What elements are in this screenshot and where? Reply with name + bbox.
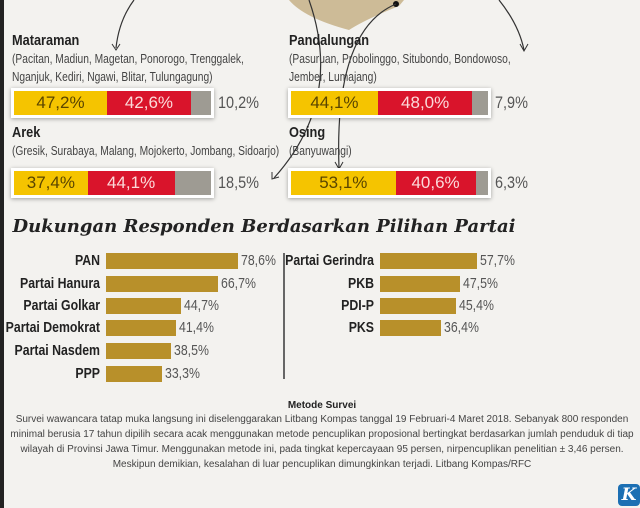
bar-segment-other xyxy=(190,91,211,115)
bar-segment-b: 48,0% xyxy=(377,91,473,115)
region-name: Arek xyxy=(12,124,41,141)
party-value: 41,4% xyxy=(178,319,214,336)
party-bar xyxy=(106,276,219,292)
bar-segment-b: 40,6% xyxy=(395,171,476,195)
party-label: PKB xyxy=(348,275,374,292)
party-label: PDI-P xyxy=(341,297,374,314)
bar-segment-other xyxy=(472,91,488,115)
region-desc: (Banyuwangi) xyxy=(289,144,352,158)
stacked-bar: 47,2% 42,6% xyxy=(11,88,214,118)
party-chart-title: Dukungan Responden Berdasarkan Pilihan P… xyxy=(12,216,516,237)
party-bar xyxy=(380,253,477,269)
kompas-logo: K xyxy=(618,484,640,506)
party-label: PAN xyxy=(74,252,100,269)
bar-segment-b: 42,6% xyxy=(106,91,191,115)
method-line: wilayah di Provinsi Jawa Timur. Mengguna… xyxy=(20,444,624,455)
party-bar xyxy=(106,320,176,336)
party-value: 45,4% xyxy=(459,297,495,314)
party-value: 33,3% xyxy=(164,365,200,382)
divider xyxy=(283,253,285,379)
stacked-bar: 53,1% 40,6% xyxy=(288,168,491,198)
method-line: Meskipun demikian, kesalahan di luar pen… xyxy=(112,459,532,470)
party-value: 66,7% xyxy=(221,275,256,292)
region-name: Mataraman xyxy=(12,32,80,49)
party-label: PPP xyxy=(75,365,100,382)
party-bar xyxy=(106,343,171,359)
party-value: 44,7% xyxy=(184,297,219,314)
party-label: Partai Nasdem xyxy=(14,342,100,359)
party-bar xyxy=(380,276,460,292)
party-value: 78,6% xyxy=(241,252,276,269)
party-value: 57,7% xyxy=(479,252,515,269)
bar-segment-other xyxy=(174,171,211,195)
party-bar xyxy=(380,320,442,336)
party-label: Partai Golkar xyxy=(23,297,100,314)
bar-segment-other xyxy=(475,171,488,195)
party-label: Partai Gerindra xyxy=(285,252,374,269)
other-value: 18,5% xyxy=(218,173,259,192)
other-value: 7,9% xyxy=(495,93,528,112)
party-bar xyxy=(106,298,182,314)
stacked-bar: 37,4% 44,1% xyxy=(11,168,214,198)
bar-segment-a: 44,1% xyxy=(291,91,378,115)
region-desc: (Pacitan, Madiun, Magetan, Ponorogo, Tre… xyxy=(12,52,244,84)
map-fragment xyxy=(289,0,404,30)
region-name: Osing xyxy=(289,124,326,141)
other-value: 10,2% xyxy=(218,93,259,112)
bar-segment-a: 47,2% xyxy=(14,91,107,115)
party-bar xyxy=(380,298,457,314)
method-title: Metode Survei xyxy=(287,400,357,411)
method-line: Survei wawancara tatap muka langsung ini… xyxy=(15,414,629,425)
party-label: Partai Hanura xyxy=(20,275,101,292)
bar-segment-b: 44,1% xyxy=(87,171,175,195)
other-value: 6,3% xyxy=(495,173,528,192)
party-label: PKS xyxy=(348,319,374,336)
method-text: Survei wawancara tatap muka langsung ini… xyxy=(4,412,640,472)
party-value: 38,5% xyxy=(173,342,209,359)
region-desc: (Gresik, Surabaya, Malang, Mojokerto, Jo… xyxy=(12,144,280,158)
bar-segment-a: 37,4% xyxy=(14,171,88,195)
party-bar xyxy=(106,366,162,382)
stacked-bar: 44,1% 48,0% xyxy=(288,88,491,118)
region-name: Pandalungan xyxy=(289,32,370,49)
method-line: minimal berusia 17 tahun dipilih secara … xyxy=(10,429,634,440)
region-desc: (Pasuruan, Probolinggo, Situbondo, Bondo… xyxy=(289,52,511,84)
party-bar xyxy=(106,253,239,269)
bar-segment-a: 53,1% xyxy=(291,171,396,195)
party-value: 36,4% xyxy=(444,319,480,336)
party-label: Partai Demokrat xyxy=(5,319,100,336)
party-value: 47,5% xyxy=(462,275,498,292)
